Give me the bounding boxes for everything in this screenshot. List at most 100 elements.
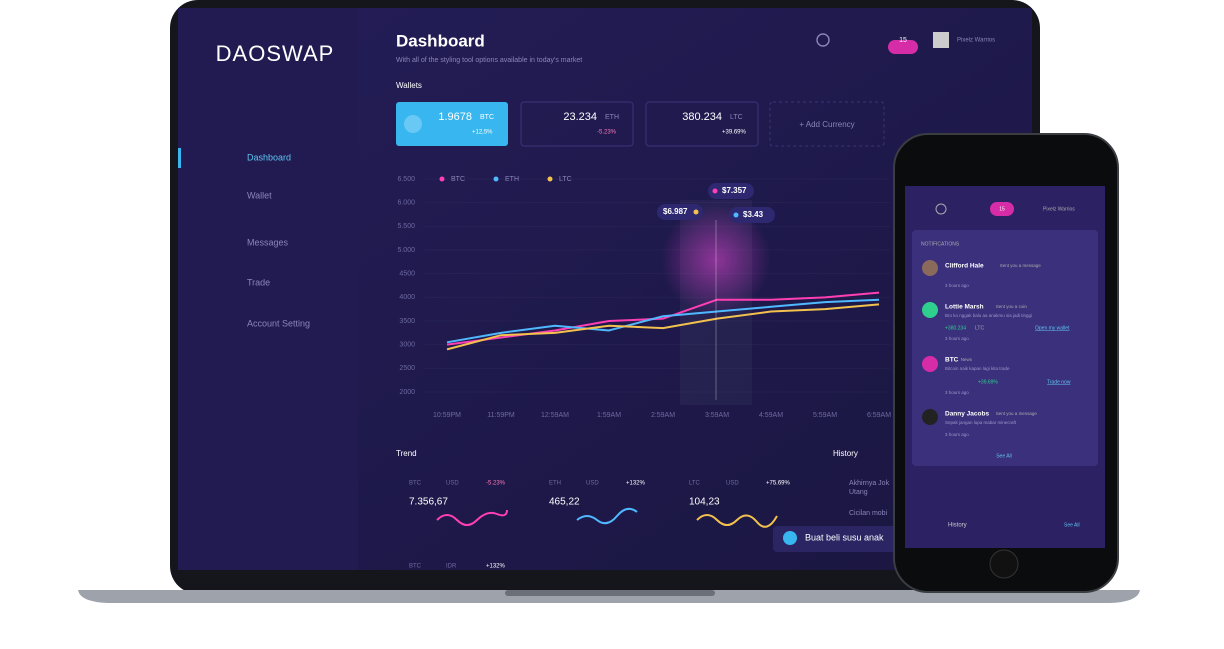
notification-message: Bro ko nggak balu aa anakmu sia jadi tin…: [945, 313, 1032, 318]
sparkline: [576, 507, 638, 525]
y-tick-label: 2000: [399, 389, 415, 396]
wallet-change: -5.23%: [597, 130, 617, 136]
notification-link[interactable]: Open my wallet: [1035, 325, 1070, 331]
y-tick-label: 2500: [399, 365, 415, 372]
history-item: Utang: [849, 489, 868, 496]
tooltip-label: $7.357: [722, 186, 747, 195]
legend-dot: [493, 176, 499, 182]
y-tick-label: 5.000: [397, 247, 415, 254]
avatar: [922, 302, 938, 318]
notification-time: 3 hours ago: [945, 336, 969, 341]
notification-message: Bitcoin naik kapan lagi kita trade: [945, 366, 1010, 371]
notification-name: Lottie Marsh: [945, 304, 984, 311]
avatar: [922, 409, 938, 425]
y-tick-label: 3500: [399, 318, 415, 325]
notification-time: 3 hours ago: [945, 283, 969, 288]
coin-amount: +380.234: [945, 325, 966, 331]
sparkline: [436, 509, 508, 526]
trend-quote: IDR: [446, 564, 457, 570]
x-tick-label: 12:59AM: [541, 412, 569, 419]
phone-badge[interactable]: [990, 202, 1014, 216]
avatar: [922, 260, 938, 276]
home-button[interactable]: [989, 549, 1019, 579]
notification-badge[interactable]: [888, 40, 918, 54]
user-name: Pixelz Warrios: [1043, 206, 1075, 212]
history-item: Akhirnya Jok: [849, 480, 890, 487]
history-card: [773, 526, 903, 552]
wallet-card[interactable]: [645, 101, 759, 147]
notification-name: BTC: [945, 357, 959, 364]
search-icon[interactable]: [816, 33, 830, 47]
nav-item: Dashboard: [247, 152, 291, 162]
notification-message: Sepak jangan lupa mabar minecraft: [945, 420, 1017, 425]
x-tick-label: 11:59PM: [487, 412, 515, 419]
news-change: +39.69%: [978, 379, 998, 385]
hover-band: [680, 200, 752, 405]
notification-time: 3 hours ago: [945, 432, 969, 437]
legend-dot: [439, 176, 445, 182]
wallet-currency: LTC: [730, 114, 743, 121]
sidebar: [178, 8, 358, 570]
trend-base: BTC: [409, 481, 422, 487]
nav-item: Account Setting: [247, 318, 310, 328]
chart-glow: [661, 205, 771, 315]
wallet-amount: 1.9678: [438, 111, 472, 123]
history-icon: [783, 531, 797, 545]
wallet-change: +12,5%: [472, 130, 493, 136]
x-tick-label: 10:59PM: [433, 412, 461, 419]
notification-link[interactable]: Trade now: [1047, 379, 1071, 385]
trend-change: +132%: [486, 564, 506, 570]
wallet-card[interactable]: [396, 102, 508, 146]
history-see-all[interactable]: See All: [1064, 522, 1080, 528]
trend-price: 465,22: [549, 497, 580, 508]
laptop-base: [78, 590, 1140, 603]
tooltip: [729, 207, 775, 223]
notification-panel: [912, 230, 1098, 466]
page-title: Dashboard: [396, 31, 485, 50]
trend-quote: USD: [726, 481, 739, 487]
wallet-amount: 23.234: [563, 111, 597, 123]
notification-name: Danny Jacobs: [945, 411, 989, 418]
tooltip: [708, 183, 754, 199]
avatar[interactable]: [933, 32, 949, 48]
phone-search[interactable]: [935, 203, 947, 215]
history-item: Buat beli susu anak: [805, 532, 884, 542]
section-title: History: [833, 449, 858, 458]
y-tick-label: 5.500: [397, 223, 415, 230]
wallet-amount: 380.234: [682, 111, 722, 123]
trend-change: -5.23%: [486, 481, 506, 487]
trend-base: ETH: [549, 481, 561, 487]
panel-title: NOTIFICATIONS: [921, 241, 960, 247]
x-tick-label: 2:59AM: [651, 412, 675, 419]
tooltip-dot: [733, 212, 739, 218]
wallet-card[interactable]: [520, 101, 634, 147]
add-currency[interactable]: [769, 101, 885, 147]
section-title: Wallets: [396, 81, 422, 90]
see-all[interactable]: See All: [996, 453, 1012, 459]
y-tick-label: 3000: [399, 342, 415, 349]
wallet-currency: BTC: [480, 114, 494, 121]
legend-label: LTC: [559, 176, 572, 183]
tooltip-dot: [712, 188, 718, 194]
legend-dot: [547, 176, 553, 182]
laptop-notch: [505, 590, 715, 596]
x-tick-label: 1:59AM: [597, 412, 621, 419]
nav-item: Messages: [247, 237, 289, 247]
x-tick-label: 4:59AM: [759, 412, 783, 419]
nav-item: Trade: [247, 277, 270, 287]
legend-label: ETH: [505, 176, 519, 183]
x-tick-label: 6:59AM: [867, 412, 891, 419]
trend-price: 104,23: [689, 497, 720, 508]
notification-time: 3 hours ago: [945, 390, 969, 395]
section-title: Trend: [396, 449, 417, 458]
tooltip-label: $3.43: [743, 210, 764, 219]
trend-change: +132%: [626, 481, 646, 487]
trend-quote: USD: [586, 481, 599, 487]
notification-name: Clifford Hale: [945, 263, 984, 270]
wallet-change: +39.69%: [722, 130, 747, 136]
subtitle: With all of the styling tool options ava…: [396, 57, 582, 64]
y-tick-label: 6.000: [397, 200, 415, 207]
x-tick-label: 5:59AM: [813, 412, 837, 419]
trend-base: LTC: [689, 481, 701, 487]
trend-change: +75.69%: [766, 481, 791, 487]
